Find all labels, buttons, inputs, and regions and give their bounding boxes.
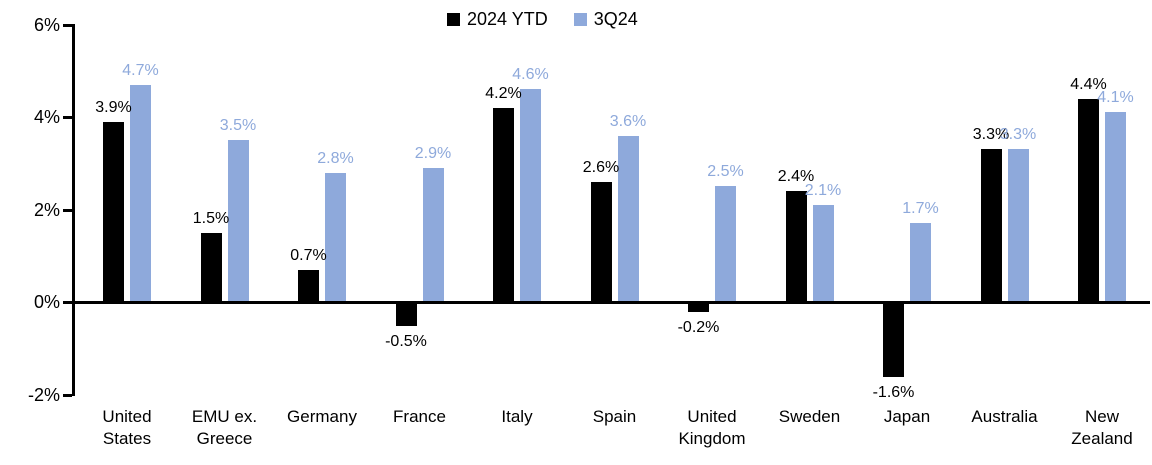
- value-label-3q24-australia: 3.3%: [999, 126, 1037, 144]
- bar-2024-ytd-emu-ex-greece: [200, 232, 222, 302]
- bar-2024-ytd-new-zealand: [1078, 98, 1099, 302]
- legend-item-2024-ytd: 2024 YTD: [447, 10, 548, 28]
- value-label-2024-ytd-france: -0.5%: [385, 333, 427, 351]
- value-label-2024-ytd-japan: -1.6%: [872, 384, 915, 401]
- y-axis-tick-6: [63, 23, 72, 27]
- bar-3q24-sweden: [812, 204, 834, 302]
- y-axis-tick-4: [63, 116, 72, 119]
- value-label-3q24-new-zealand: 4.1%: [1097, 89, 1134, 107]
- value-label-2024-ytd-united-states: 3.9%: [95, 98, 132, 116]
- value-label-2024-ytd-spain: 2.6%: [582, 158, 620, 176]
- bar-3q24-emu-ex-greece: [227, 140, 249, 302]
- bar-2024-ytd-france: [395, 303, 417, 327]
- value-label-3q24-emu-ex-greece: 3.5%: [219, 117, 257, 135]
- bar-2024-ytd-spain: [590, 181, 612, 302]
- x-axis-label-emu-ex-greece: EMU ex. Greece: [191, 407, 258, 448]
- x-axis-label-sweden: Sweden: [778, 407, 841, 426]
- legend-label-3q24: 3Q24: [593, 9, 638, 29]
- value-label-2024-ytd-germany: 0.7%: [290, 246, 327, 264]
- bar-3q24-united-kingdom: [715, 186, 736, 302]
- bar-2024-ytd-united-states: [103, 121, 124, 302]
- bar-3q24-australia: [1007, 149, 1029, 302]
- y-axis-tick-0: [63, 301, 72, 304]
- y-axis-line: [72, 23, 75, 396]
- bar-3q24-united-states: [130, 84, 151, 302]
- value-label-3q24-united-states: 4.7%: [122, 61, 159, 79]
- x-axis-label-united-states: United States: [102, 407, 152, 448]
- x-axis-label-united-kingdom: United Kingdom: [678, 407, 746, 448]
- y-axis-label-2: -2%: [27, 384, 60, 405]
- bar-2024-ytd-germany: [298, 269, 319, 302]
- y-axis-label-0: 0%: [33, 292, 60, 312]
- legend-label-2024-ytd: 2024 YTD: [467, 9, 548, 29]
- bar-2024-ytd-italy: [493, 107, 514, 302]
- bar-2024-ytd-united-kingdom: [688, 303, 709, 313]
- bar-3q24-new-zealand: [1105, 112, 1126, 302]
- value-label-3q24-sweden: 2.1%: [804, 181, 842, 199]
- x-axis-label-france: France: [393, 407, 446, 426]
- bar-3q24-spain: [617, 135, 639, 302]
- value-label-3q24-italy: 4.6%: [512, 66, 549, 84]
- chart-legend: 2024 YTD 3Q24: [447, 10, 638, 28]
- x-axis-label-australia: Australia: [971, 407, 1038, 426]
- x-axis-label-japan: Japan: [883, 407, 931, 426]
- y-axis-label-6: 6%: [33, 14, 60, 35]
- legend-item-3q24: 3Q24: [573, 9, 638, 29]
- bar-3q24-france: [422, 167, 444, 302]
- y-axis-label-4: 4%: [33, 107, 60, 127]
- bar-2024-ytd-japan: [883, 303, 904, 377]
- value-label-3q24-spain: 3.6%: [609, 112, 647, 130]
- x-axis-label-germany: Germany: [287, 407, 357, 426]
- value-label-2024-ytd-united-kingdom: -0.2%: [677, 319, 720, 337]
- x-axis-label-italy: Italy: [501, 407, 533, 426]
- value-label-3q24-germany: 2.8%: [317, 149, 354, 167]
- legend-swatch-2024-ytd: [447, 12, 460, 26]
- x-axis-label-spain: Spain: [592, 407, 637, 426]
- value-label-2024-ytd-italy: 4.2%: [485, 84, 522, 102]
- bar-3q24-italy: [520, 89, 541, 302]
- value-label-3q24-japan: 1.7%: [902, 200, 939, 218]
- value-label-2024-ytd-emu-ex-greece: 1.5%: [192, 209, 230, 227]
- value-label-3q24-united-kingdom: 2.5%: [707, 163, 744, 181]
- bar-2024-ytd-sweden: [785, 191, 807, 302]
- value-label-3q24-france: 2.9%: [414, 144, 452, 162]
- zero-gridline: [72, 301, 1150, 304]
- value-label-2024-ytd-sweden: 2.4%: [777, 168, 815, 185]
- bar-3q24-japan: [910, 223, 931, 302]
- x-axis-label-new-zealand: New Zealand: [1071, 407, 1133, 448]
- y-axis-label-2: 2%: [33, 199, 60, 220]
- bar-2024-ytd-australia: [980, 149, 1002, 302]
- value-label-2024-ytd-new-zealand: 4.4%: [1070, 75, 1107, 93]
- bar-3q24-germany: [325, 172, 346, 302]
- legend-swatch-3q24: [573, 12, 587, 26]
- value-label-2024-ytd-australia: 3.3%: [972, 126, 1010, 144]
- y-axis-tick-2: [63, 208, 72, 212]
- y-axis-tick-2: [63, 393, 72, 397]
